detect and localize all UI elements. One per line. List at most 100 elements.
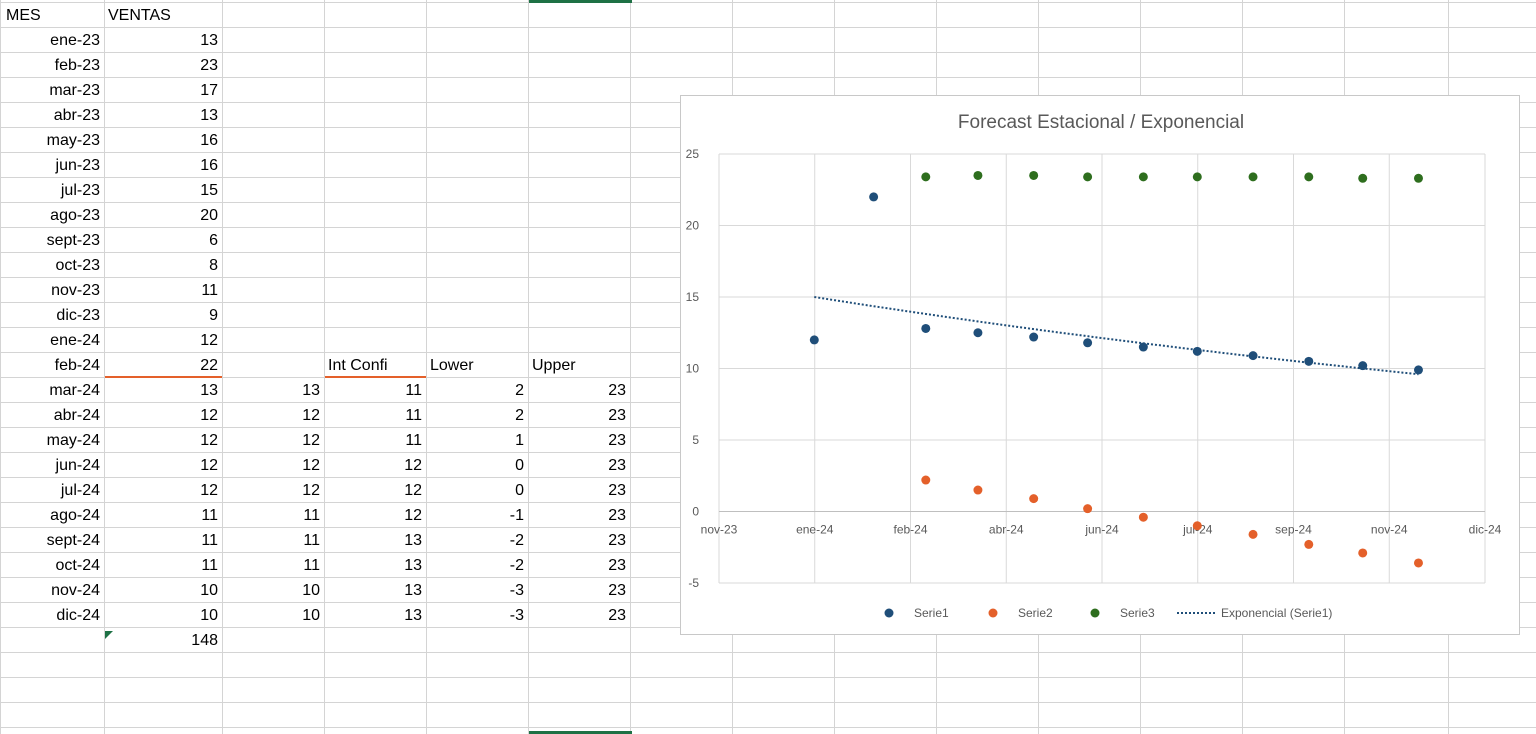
cell-mes[interactable]: may-23	[46, 132, 100, 149]
cell-ventas[interactable]: 6	[209, 232, 218, 249]
forecast-chart[interactable]: Forecast Estacional / Exponencial 25 20 15…	[680, 95, 1520, 635]
cell-forecast[interactable]: 12	[302, 432, 320, 449]
cell-upper[interactable]: 23	[608, 507, 626, 524]
cell-upper[interactable]: 23	[608, 382, 626, 399]
cell-ventas[interactable]: 12	[200, 457, 218, 474]
cell-mes[interactable]: mar-23	[49, 82, 100, 99]
cell-ventas[interactable]: 13	[200, 32, 218, 49]
cell-mes[interactable]: jul-24	[60, 482, 100, 499]
cell-upper[interactable]: 23	[608, 457, 626, 474]
cell-mes[interactable]: oct-24	[55, 557, 100, 574]
cell-ventas[interactable]: 11	[201, 557, 218, 574]
cell-lower[interactable]: -3	[509, 607, 524, 624]
cell-forecast[interactable]: 10	[302, 582, 320, 599]
cell-ventas[interactable]: 15	[200, 182, 218, 199]
y-tick-label: 20	[686, 219, 700, 233]
header-upper[interactable]: Upper	[532, 357, 576, 374]
cell-lower[interactable]: 0	[515, 457, 524, 474]
cell-ventas[interactable]: 9	[209, 307, 218, 324]
cell-int-confi[interactable]: 11	[405, 382, 422, 399]
cell-upper[interactable]: 23	[608, 532, 626, 549]
cell-lower[interactable]: 0	[515, 482, 524, 499]
cell-mes[interactable]: feb-24	[54, 357, 100, 374]
cell-mes[interactable]: ago-23	[50, 207, 100, 224]
cell-int-confi[interactable]: 13	[404, 582, 422, 599]
cell-upper[interactable]: 23	[608, 407, 626, 424]
cell-mes[interactable]: sept-24	[46, 532, 100, 549]
cell-ventas[interactable]: 10	[200, 607, 218, 624]
cell-ventas[interactable]: 10	[200, 582, 218, 599]
cell-mes[interactable]: may-24	[46, 432, 100, 449]
cell-lower[interactable]: -1	[509, 507, 524, 524]
cell-mes[interactable]: jun-23	[55, 157, 100, 174]
header-mes[interactable]: MES	[6, 7, 41, 24]
cell-ventas[interactable]: 12	[200, 332, 218, 349]
cell-ventas[interactable]: 12	[200, 482, 218, 499]
cell-upper[interactable]: 23	[608, 607, 626, 624]
cell-int-confi[interactable]: 11	[405, 432, 422, 449]
cell-ventas[interactable]: 23	[200, 57, 218, 74]
cell-forecast[interactable]: 12	[302, 482, 320, 499]
cell-lower[interactable]: 1	[515, 432, 524, 449]
cell-total[interactable]: 148	[191, 632, 218, 649]
cell-lower[interactable]: 2	[515, 382, 524, 399]
header-ventas[interactable]: VENTAS	[108, 7, 171, 24]
cell-mes[interactable]: jun-24	[55, 457, 100, 474]
cell-ventas[interactable]: 11	[201, 282, 218, 299]
cell-int-confi[interactable]: 12	[404, 507, 422, 524]
cell-int-confi[interactable]: 13	[404, 557, 422, 574]
cell-forecast[interactable]: 11	[303, 532, 320, 549]
cell-upper[interactable]: 23	[608, 582, 626, 599]
cell-mes[interactable]: sept-23	[46, 232, 100, 249]
cell-lower[interactable]: -2	[509, 557, 524, 574]
cell-mes[interactable]: mar-24	[49, 382, 100, 399]
cell-ventas[interactable]: 17	[200, 82, 218, 99]
cell-int-confi[interactable]: 13	[404, 607, 422, 624]
cell-mes[interactable]: nov-24	[51, 582, 100, 599]
cell-lower[interactable]: -3	[509, 582, 524, 599]
cell-upper[interactable]: 23	[608, 482, 626, 499]
cell-mes[interactable]: nov-23	[51, 282, 100, 299]
cell-lower[interactable]: 2	[515, 407, 524, 424]
cell-forecast[interactable]: 10	[302, 607, 320, 624]
cell-ventas[interactable]: 11	[201, 507, 218, 524]
cell-mes[interactable]: feb-23	[54, 57, 100, 74]
cell-mes[interactable]: abr-23	[53, 107, 100, 124]
cell-mes[interactable]: ago-24	[50, 507, 100, 524]
chart-points	[809, 170, 1423, 568]
cell-int-confi[interactable]: 13	[404, 532, 422, 549]
cell-ventas[interactable]: 20	[200, 207, 218, 224]
header-int-confi[interactable]: Int Confi	[328, 357, 388, 374]
cell-ventas[interactable]: 12	[200, 432, 218, 449]
cell-mes[interactable]: ene-23	[50, 32, 100, 49]
cell-ventas[interactable]: 13	[200, 107, 218, 124]
cell-forecast[interactable]: 13	[302, 382, 320, 399]
cell-mes[interactable]: oct-23	[55, 257, 100, 274]
cell-mes[interactable]: ene-24	[50, 332, 100, 349]
cell-forecast[interactable]: 12	[302, 407, 320, 424]
cell-forecast[interactable]: 12	[302, 457, 320, 474]
cell-ventas[interactable]: 16	[200, 132, 218, 149]
cell-lower[interactable]: -2	[509, 532, 524, 549]
cell-upper[interactable]: 23	[608, 557, 626, 574]
cell-mes[interactable]: dic-23	[56, 307, 100, 324]
cell-ventas[interactable]: 13	[200, 382, 218, 399]
cell-int-confi[interactable]: 12	[404, 457, 422, 474]
cell-mes[interactable]: dic-24	[56, 607, 100, 624]
cell-int-confi[interactable]: 12	[404, 482, 422, 499]
cell-ventas[interactable]: 12	[200, 407, 218, 424]
cell-ventas[interactable]: 16	[200, 157, 218, 174]
cell-int-confi[interactable]: 11	[405, 407, 422, 424]
cell-mes[interactable]: jul-23	[60, 182, 100, 199]
serie3-point	[1083, 172, 1093, 182]
cell-forecast[interactable]: 11	[303, 507, 320, 524]
cell-ventas[interactable]: 11	[201, 532, 218, 549]
cell-ventas[interactable]: 22	[200, 357, 218, 374]
chart-x-ticks: nov-23ene-24feb-24abr-24jun-24jul-24sep-…	[701, 523, 1502, 537]
cell-forecast[interactable]: 11	[303, 557, 320, 574]
header-lower[interactable]: Lower	[430, 357, 474, 374]
serie2-point	[1304, 539, 1314, 549]
cell-upper[interactable]: 23	[608, 432, 626, 449]
cell-ventas[interactable]: 8	[209, 257, 218, 274]
cell-mes[interactable]: abr-24	[53, 407, 100, 424]
